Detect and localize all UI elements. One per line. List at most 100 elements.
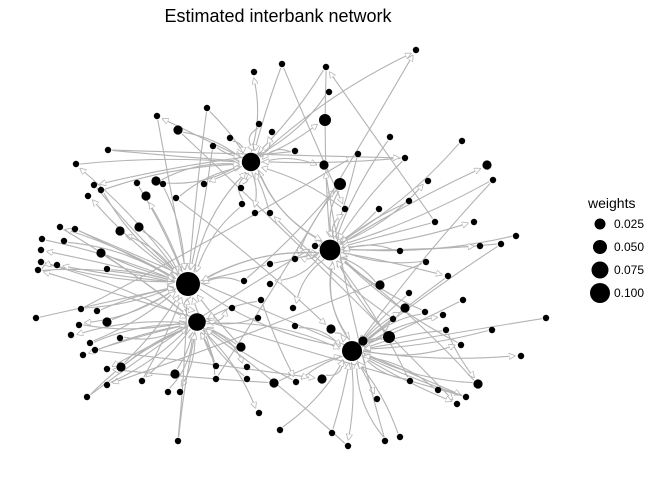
edge-186 <box>203 251 319 280</box>
hub-node-2 <box>342 341 362 361</box>
bank-node-72 <box>67 331 75 339</box>
bank-node-20 <box>104 146 112 154</box>
bank-node-23 <box>133 179 141 187</box>
bank-node-93 <box>292 378 300 386</box>
edge-135 <box>334 332 343 342</box>
bank-node-66 <box>84 192 92 200</box>
bank-node-88 <box>243 375 251 383</box>
edge-32 <box>161 164 240 181</box>
bank-node-54 <box>115 226 125 236</box>
bank-node-79 <box>103 381 111 389</box>
edge-47 <box>331 215 343 240</box>
edge-159 <box>364 356 435 389</box>
edge-10 <box>249 127 259 150</box>
bank-node-53 <box>96 248 106 258</box>
edge-170 <box>202 329 256 408</box>
bank-node-73 <box>86 339 94 347</box>
bank-node-90 <box>289 304 297 312</box>
bank-node-86 <box>212 375 220 383</box>
edge-154 <box>365 354 473 384</box>
bank-node-21 <box>72 160 80 168</box>
bank-node-24 <box>141 191 151 201</box>
bank-node-2 <box>278 60 286 68</box>
edge-96 <box>85 287 173 309</box>
legend-swatch-2 <box>593 240 607 254</box>
edge-169 <box>282 361 343 428</box>
edge-128 <box>296 259 325 303</box>
edge-165 <box>326 172 385 438</box>
edge-48 <box>262 168 342 208</box>
edge-52 <box>342 181 490 245</box>
bank-node-43 <box>396 247 404 255</box>
edge-160 <box>364 357 407 380</box>
bank-node-10 <box>386 133 394 141</box>
bank-node-42 <box>476 242 484 250</box>
edge-91 <box>96 187 178 273</box>
edge-4 <box>283 67 343 203</box>
edge-19 <box>191 150 213 269</box>
bank-node-109 <box>473 379 483 389</box>
bank-node-19 <box>226 134 234 142</box>
bank-node-98 <box>389 315 397 323</box>
bank-node-35 <box>405 197 413 205</box>
edge-51 <box>339 185 423 244</box>
edge-37 <box>179 167 240 197</box>
edge-23 <box>334 157 358 237</box>
bank-node-103 <box>459 296 467 304</box>
hub-node-0 <box>176 272 200 296</box>
bank-node-68 <box>77 305 85 313</box>
edge-164 <box>357 363 385 438</box>
bank-node-4 <box>325 88 333 96</box>
bank-node-13 <box>209 142 217 150</box>
edge-15 <box>336 140 389 239</box>
bank-node-40 <box>512 232 520 240</box>
bank-node-101 <box>421 308 429 316</box>
bank-node-106 <box>488 326 496 334</box>
bank-node-30 <box>251 209 259 217</box>
edge-122 <box>201 333 216 376</box>
edge-102 <box>77 321 188 335</box>
bank-node-80 <box>83 393 91 401</box>
bank-node-84 <box>176 388 184 396</box>
legend: weights 0.025 0.050 0.075 0.100 <box>587 195 644 303</box>
bank-node-18 <box>268 128 276 136</box>
edge-83 <box>67 241 174 279</box>
edge-24 <box>339 160 403 239</box>
bank-node-96 <box>358 336 368 346</box>
edge-153 <box>362 350 515 358</box>
edge-115 <box>146 328 191 376</box>
bank-node-57 <box>56 223 64 231</box>
edge-134 <box>326 360 342 376</box>
edge-17 <box>339 169 480 246</box>
bank-node-114 <box>373 395 381 403</box>
bank-node-104 <box>442 326 450 334</box>
bank-node-9 <box>153 112 161 120</box>
edge-36 <box>163 187 184 269</box>
bank-node-118 <box>328 429 336 437</box>
edge-166 <box>348 361 354 440</box>
bank-node-51 <box>266 280 274 288</box>
bank-node-8 <box>173 125 183 135</box>
edge-26 <box>256 137 270 155</box>
edge-43 <box>251 171 256 207</box>
edge-34 <box>149 203 183 273</box>
hub-node-1 <box>319 239 341 261</box>
edge-174 <box>262 303 294 376</box>
edge-176 <box>209 317 255 324</box>
edge-30 <box>80 169 180 275</box>
bank-node-17 <box>401 154 409 162</box>
edge-12 <box>181 133 453 400</box>
bank-node-65 <box>97 186 105 194</box>
bank-node-15 <box>319 160 329 170</box>
node-layer <box>32 46 550 450</box>
bank-node-36 <box>424 177 432 185</box>
edge-layer <box>39 54 542 444</box>
edge-185 <box>330 263 351 341</box>
edge-131 <box>113 370 269 384</box>
edge-157 <box>44 272 463 397</box>
edge-3 <box>255 67 282 150</box>
chart-title: Estimated interbank network <box>164 6 392 26</box>
bank-node-59 <box>38 235 46 243</box>
bank-node-74 <box>91 346 99 354</box>
